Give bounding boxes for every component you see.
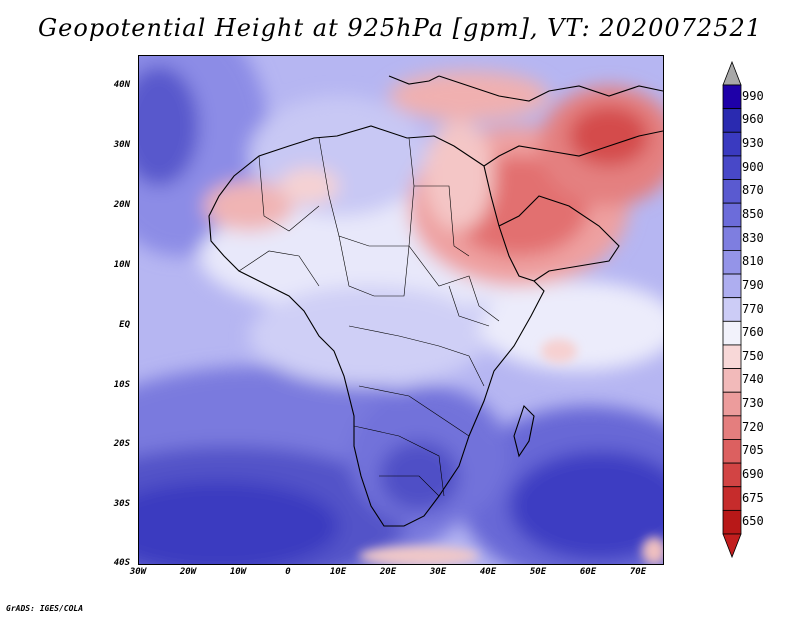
colorbar-swatch bbox=[722, 250, 742, 275]
colorbar-swatch bbox=[722, 179, 742, 204]
lat-label: 40N bbox=[113, 80, 130, 90]
credit-text: GrADS: IGES/COLA bbox=[6, 604, 84, 613]
lon-label: 60E bbox=[579, 567, 597, 577]
colorbar-bottom-arrow bbox=[722, 533, 742, 559]
colorbar-swatch bbox=[722, 486, 742, 511]
colorbar bbox=[722, 60, 742, 559]
colorbar-level-label: 740 bbox=[742, 372, 764, 387]
colorbar-swatch bbox=[722, 320, 742, 346]
colorbar-level-label: 760 bbox=[742, 325, 764, 340]
colorbar-level-label: 810 bbox=[742, 254, 764, 269]
colorbar-swatch bbox=[722, 462, 742, 488]
colorbar-level-label: 990 bbox=[742, 88, 764, 103]
colorbar-level-label: 675 bbox=[742, 490, 764, 505]
colorbar-top-arrow bbox=[722, 60, 742, 86]
colorbar-swatch bbox=[722, 226, 742, 251]
colorbar-swatch bbox=[722, 131, 742, 157]
lat-label: EQ bbox=[119, 320, 130, 330]
colorbar-level-label: 900 bbox=[742, 159, 764, 174]
colorbar-swatch bbox=[722, 297, 742, 322]
colorbar-level-label: 850 bbox=[742, 206, 764, 221]
colorbar-level-label: 930 bbox=[742, 136, 764, 151]
lon-label: 10E bbox=[329, 567, 347, 577]
africa-coastline bbox=[208, 75, 663, 527]
colorbar-level-label: 720 bbox=[742, 419, 764, 434]
colorbar-level-label: 750 bbox=[742, 348, 764, 363]
lat-label: 10S bbox=[113, 380, 130, 390]
lon-label: 40E bbox=[479, 567, 497, 577]
colorbar-swatch bbox=[722, 84, 742, 110]
colorbar-swatch bbox=[722, 108, 742, 133]
colorbar-level-label: 830 bbox=[742, 230, 764, 245]
colorbar-level-label: 870 bbox=[742, 183, 764, 198]
lat-label: 30N bbox=[113, 140, 130, 150]
colorbar-swatch bbox=[722, 155, 742, 180]
colorbar-swatch bbox=[722, 368, 742, 393]
colorbar-swatch bbox=[722, 344, 742, 369]
colorbar-swatch bbox=[722, 202, 742, 228]
lon-label: 0 bbox=[285, 567, 291, 577]
lat-label: 10N bbox=[113, 260, 130, 270]
lon-label: 70E bbox=[629, 567, 647, 577]
lon-label: 30W bbox=[129, 567, 147, 577]
colorbar-level-label: 705 bbox=[742, 443, 764, 458]
lon-label: 30E bbox=[429, 567, 447, 577]
lon-label: 10W bbox=[229, 567, 247, 577]
lon-label: 20E bbox=[379, 567, 397, 577]
lat-label: 20S bbox=[113, 439, 130, 449]
colorbar-level-label: 960 bbox=[742, 112, 764, 127]
colorbar-swatch bbox=[722, 273, 742, 299]
map-plot-area bbox=[138, 55, 664, 565]
colorbar-level-label: 650 bbox=[742, 514, 764, 529]
lat-label: 30S bbox=[113, 499, 130, 509]
geopotential-field-map bbox=[139, 56, 663, 564]
lat-label: 40S bbox=[113, 558, 130, 568]
colorbar-level-label: 770 bbox=[742, 301, 764, 316]
colorbar-swatch bbox=[722, 391, 742, 417]
lon-label: 50E bbox=[529, 567, 547, 577]
colorbar-level-label: 690 bbox=[742, 466, 764, 481]
colorbar-swatch bbox=[722, 415, 742, 440]
colorbar-level-label: 730 bbox=[742, 396, 764, 411]
map-title: Geopotential Height at 925hPa [gpm], VT:… bbox=[38, 14, 762, 42]
colorbar-swatch bbox=[722, 509, 742, 535]
lon-label: 20W bbox=[179, 567, 197, 577]
lat-label: 20N bbox=[113, 200, 130, 210]
country-borders bbox=[238, 137, 500, 497]
colorbar-swatch bbox=[722, 439, 742, 464]
colorbar-level-label: 790 bbox=[742, 277, 764, 292]
